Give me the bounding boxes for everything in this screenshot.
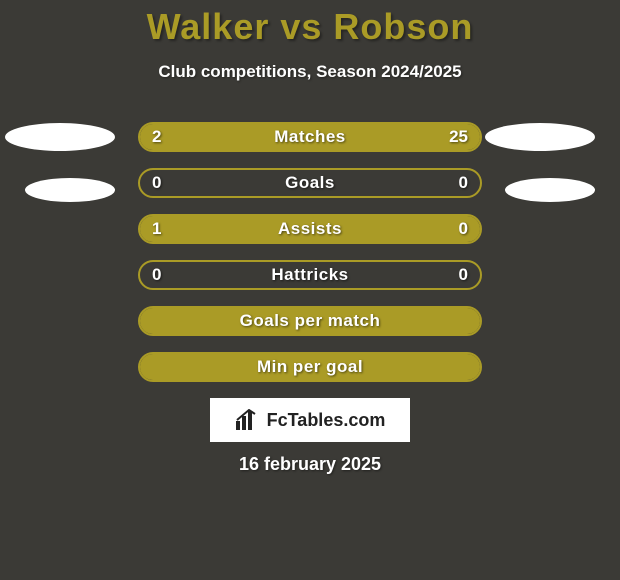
- stat-fill-full: [140, 308, 480, 334]
- stat-row: Assists10: [138, 214, 482, 244]
- page-title: Walker vs Robson: [0, 6, 620, 48]
- stat-row: Min per goal: [138, 352, 482, 382]
- stat-row: Goals0 0: [138, 168, 482, 198]
- stat-row: Hattricks0 0: [138, 260, 482, 290]
- stat-fill-right: [402, 216, 480, 242]
- fctables-logo-badge: FcTables.com: [210, 398, 410, 442]
- stat-value-left: 0: [152, 262, 161, 288]
- stat-row: Goals per match: [138, 306, 482, 336]
- stat-fill-left: [140, 216, 402, 242]
- stat-fill-full: [140, 354, 480, 380]
- logo-text: FcTables.com: [267, 410, 386, 431]
- player-photo-placeholder: [505, 178, 595, 202]
- stat-value-left: 0: [152, 170, 161, 196]
- stat-fill-left: [140, 124, 208, 150]
- player-photo-placeholder: [5, 123, 115, 151]
- stat-rows: Matches225Goals00Assists10Hattricks00Goa…: [138, 122, 482, 398]
- stat-label: Hattricks: [140, 262, 480, 288]
- comparison-canvas: Walker vs Robson Club competitions, Seas…: [0, 0, 620, 580]
- snapshot-date: 16 february 2025: [0, 454, 620, 475]
- stat-value-right: 0: [459, 170, 468, 196]
- stat-fill-right: [208, 124, 480, 150]
- stat-label: Goals: [140, 170, 480, 196]
- stat-value-right: 0: [459, 262, 468, 288]
- bars-icon: [235, 409, 261, 431]
- player-photo-placeholder: [485, 123, 595, 151]
- stat-row: Matches225: [138, 122, 482, 152]
- subtitle: Club competitions, Season 2024/2025: [0, 62, 620, 82]
- player-photo-placeholder: [25, 178, 115, 202]
